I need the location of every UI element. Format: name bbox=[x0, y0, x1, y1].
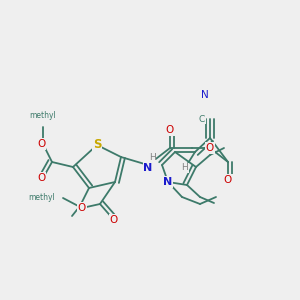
Text: O: O bbox=[206, 143, 214, 153]
Text: N: N bbox=[201, 90, 209, 100]
Text: O: O bbox=[78, 203, 86, 213]
Text: H: H bbox=[182, 164, 188, 172]
Text: O: O bbox=[37, 173, 45, 183]
Text: S: S bbox=[93, 139, 101, 152]
Text: O: O bbox=[37, 139, 45, 149]
Text: C: C bbox=[199, 115, 205, 124]
Text: O: O bbox=[224, 175, 232, 185]
Text: O: O bbox=[110, 215, 118, 225]
Text: N: N bbox=[164, 177, 172, 187]
Text: methyl: methyl bbox=[30, 110, 56, 119]
Text: O: O bbox=[166, 125, 174, 135]
Text: N: N bbox=[143, 163, 153, 173]
Text: H: H bbox=[148, 154, 155, 163]
Text: methyl: methyl bbox=[28, 194, 55, 202]
